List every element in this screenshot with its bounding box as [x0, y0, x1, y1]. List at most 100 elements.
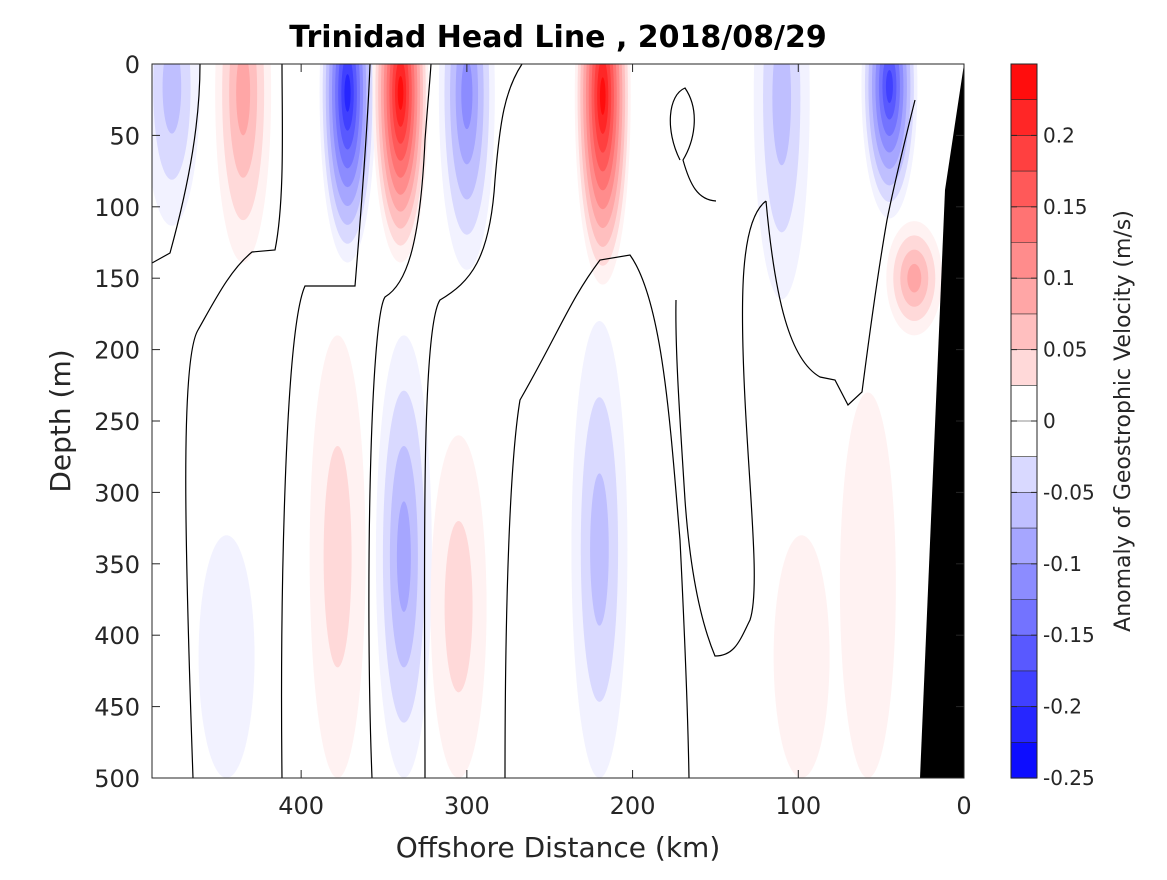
contour-band — [344, 74, 351, 112]
zero-contour — [669, 87, 717, 202]
y-tick-label: 300 — [94, 479, 140, 507]
contour-band — [198, 535, 255, 778]
colorbar-bin — [1011, 64, 1037, 101]
contour-band — [444, 520, 473, 693]
contour-band — [590, 473, 609, 626]
zero-contour — [765, 99, 916, 406]
colorbar-bin — [1011, 171, 1037, 208]
colorbar-bin — [1011, 492, 1037, 529]
y-tick-label: 100 — [94, 194, 140, 222]
colorbar-bin — [1011, 456, 1037, 493]
colorbar-tick-label: 0.2 — [1043, 123, 1075, 147]
chart-title: Trinidad Head Line , 2018/08/29 — [289, 20, 826, 55]
colorbar-tick-label: -0.2 — [1043, 695, 1082, 719]
velocity-core — [375, 335, 432, 778]
colorbar-bin — [1011, 635, 1037, 672]
x-axis: 400 300 200 100 0 — [278, 64, 972, 820]
colorbar-tick-label: -0.1 — [1043, 552, 1082, 576]
velocity-core — [430, 435, 487, 778]
colorbar-bin — [1011, 206, 1037, 244]
colorbar-bin — [1011, 421, 1037, 458]
colorbar-bin — [1011, 528, 1037, 565]
zero-contour — [504, 254, 690, 778]
colorbar-tick-label: 0 — [1043, 409, 1056, 433]
velocity-core — [574, 64, 631, 285]
contour-band — [236, 64, 251, 136]
contour-band — [839, 392, 896, 778]
contour-band — [885, 69, 893, 103]
contour-band — [397, 75, 404, 110]
colorbar-tick-label: 0.15 — [1043, 195, 1088, 219]
y-tick-label: 350 — [94, 551, 140, 579]
colorbar-bin — [1011, 99, 1037, 136]
colorbar-tick-label: 0.05 — [1043, 338, 1088, 362]
y-tick-label: 0 — [125, 51, 140, 79]
velocity-core — [886, 221, 943, 336]
velocity-core — [198, 535, 255, 778]
colorbar-bin — [1011, 242, 1037, 279]
y-tick-label: 250 — [94, 408, 140, 436]
contour-band — [461, 64, 473, 130]
plot-background — [152, 64, 964, 778]
x-tick-label: 0 — [956, 792, 971, 820]
colorbar-bin — [1011, 599, 1037, 636]
y-axis-label: Depth (m) — [44, 349, 77, 492]
colorbar-bin — [1011, 313, 1037, 351]
x-tick-label: 400 — [278, 792, 324, 820]
colorbar: 0.2 0.15 0.1 0.05 0 -0.05 -0.1 -0.15 -0.2 -0.25 — [1010, 63, 1095, 790]
colorbar-bin — [1011, 670, 1037, 708]
y-tick-label: 200 — [94, 337, 140, 365]
velocity-field — [152, 64, 943, 778]
velocity-core — [773, 535, 830, 778]
contour-band — [323, 445, 352, 668]
velocity-core — [438, 64, 495, 270]
velocity-core — [309, 335, 366, 778]
zero-contour — [280, 64, 371, 778]
colorbar-tick-label: 0.1 — [1043, 266, 1075, 290]
velocity-core — [861, 64, 918, 219]
land-mask — [920, 64, 964, 778]
contour-band — [396, 501, 411, 612]
colorbar-tick-label: -0.25 — [1043, 766, 1095, 790]
contour-band — [907, 263, 922, 293]
x-axis-label: Offshore Distance (km) — [396, 831, 721, 864]
zero-contour — [152, 64, 201, 264]
y-axis: 0 50 100 150 200 250 300 350 400 450 500 — [94, 51, 964, 793]
zero-contour — [675, 200, 767, 657]
zero-contour — [368, 64, 432, 778]
x-tick-label: 200 — [610, 792, 656, 820]
colorbar-bin — [1011, 349, 1037, 386]
y-tick-label: 150 — [94, 265, 140, 293]
velocity-core — [215, 64, 272, 263]
colorbar-tick-label: -0.05 — [1043, 480, 1095, 504]
colorbar-bin — [1011, 563, 1037, 601]
colorbar-bin — [1011, 135, 1037, 172]
velocity-core — [753, 64, 810, 300]
colorbar-bin — [1011, 278, 1037, 315]
colorbar-tick-label: -0.15 — [1043, 623, 1095, 647]
velocity-core — [372, 64, 429, 263]
colorbar-bin — [1011, 742, 1037, 779]
x-tick-label: 100 — [775, 792, 821, 820]
contour-band — [599, 77, 606, 115]
colorbar-label: Anomaly of Geostrophic Velocity (m/s) — [1111, 210, 1136, 632]
velocity-core — [839, 392, 896, 778]
contour-band — [773, 535, 830, 778]
contour-band — [772, 64, 792, 166]
x-tick-label: 300 — [444, 792, 490, 820]
y-tick-label: 50 — [109, 122, 140, 150]
y-tick-label: 500 — [94, 765, 140, 793]
velocity-core — [319, 64, 376, 263]
velocity-core — [152, 64, 200, 226]
y-tick-label: 400 — [94, 622, 140, 650]
colorbar-bin — [1011, 706, 1037, 743]
velocity-core — [571, 321, 628, 778]
contour-band — [162, 64, 182, 134]
y-tick-label: 450 — [94, 694, 140, 722]
zero-contours — [152, 64, 916, 778]
colorbar-bin — [1011, 385, 1037, 422]
zero-contour — [185, 64, 284, 778]
zero-contour — [423, 64, 523, 778]
